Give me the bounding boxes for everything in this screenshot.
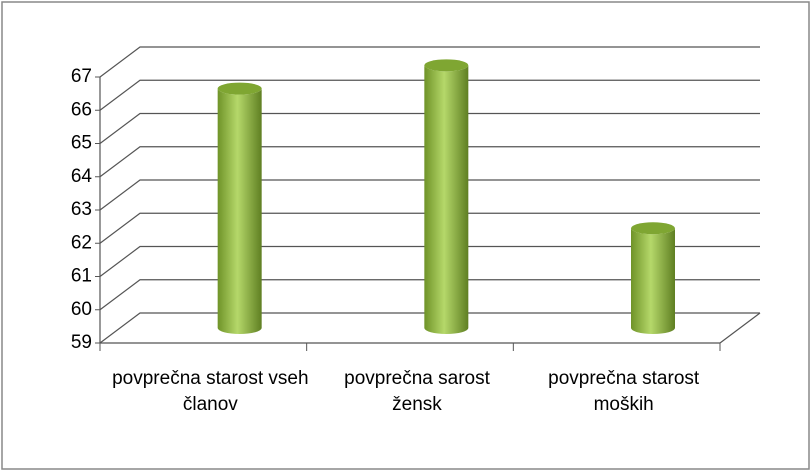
y-tick-label: 65: [71, 133, 92, 154]
bar: [631, 228, 675, 334]
bar: [424, 65, 469, 334]
bar: [217, 88, 262, 334]
bar-top: [217, 82, 262, 95]
y-tick-label: 67: [71, 66, 92, 87]
grid-line: [99, 46, 760, 78]
grid-line: [99, 212, 760, 244]
x-tick-label: povprečna starost moških: [548, 368, 700, 415]
bar-top: [424, 59, 469, 72]
y-tick-label: 59: [71, 332, 92, 353]
y-tick-label: 66: [71, 99, 92, 120]
grid-line: [99, 179, 760, 211]
y-tick-label: 60: [71, 299, 92, 320]
grid-line: [99, 279, 760, 311]
y-tick-label: 63: [71, 199, 92, 220]
y-tick-label: 62: [71, 232, 92, 253]
grid-line: [99, 112, 760, 144]
x-tick-label: povprečna starost vseh članov: [112, 368, 309, 415]
grid-line: [99, 146, 760, 178]
y-tick-label: 64: [71, 166, 93, 187]
grid-line: [99, 79, 760, 111]
grid-line: [99, 312, 760, 344]
bar-top: [631, 222, 675, 235]
grid-line: [99, 245, 760, 277]
y-tick-label: 61: [71, 266, 92, 287]
x-tick-label: povprečna sarost žensk: [344, 368, 490, 415]
